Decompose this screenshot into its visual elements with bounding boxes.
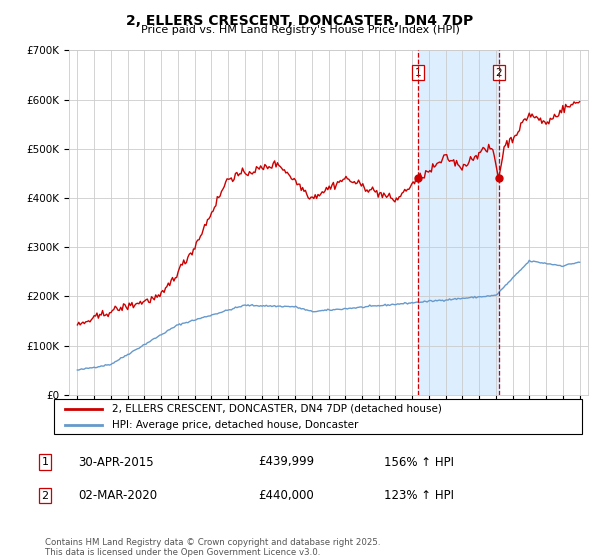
FancyBboxPatch shape xyxy=(54,399,582,434)
Text: 1: 1 xyxy=(415,68,421,77)
Bar xyxy=(418,50,499,395)
Text: 2: 2 xyxy=(496,68,502,77)
Text: 123% ↑ HPI: 123% ↑ HPI xyxy=(384,489,454,502)
Text: 1: 1 xyxy=(41,457,49,467)
Text: 2: 2 xyxy=(41,491,49,501)
Text: 02-MAR-2020: 02-MAR-2020 xyxy=(78,489,157,502)
Text: 30-APR-2015: 30-APR-2015 xyxy=(78,455,154,469)
Text: HPI: Average price, detached house, Doncaster: HPI: Average price, detached house, Donc… xyxy=(112,419,358,430)
Text: 156% ↑ HPI: 156% ↑ HPI xyxy=(384,455,454,469)
Text: 2, ELLERS CRESCENT, DONCASTER, DN4 7DP (detached house): 2, ELLERS CRESCENT, DONCASTER, DN4 7DP (… xyxy=(112,404,442,414)
Text: Contains HM Land Registry data © Crown copyright and database right 2025.
This d: Contains HM Land Registry data © Crown c… xyxy=(45,538,380,557)
Text: £440,000: £440,000 xyxy=(258,489,314,502)
Text: Price paid vs. HM Land Registry's House Price Index (HPI): Price paid vs. HM Land Registry's House … xyxy=(140,25,460,35)
Text: 2, ELLERS CRESCENT, DONCASTER, DN4 7DP: 2, ELLERS CRESCENT, DONCASTER, DN4 7DP xyxy=(127,14,473,28)
Text: £439,999: £439,999 xyxy=(258,455,314,469)
